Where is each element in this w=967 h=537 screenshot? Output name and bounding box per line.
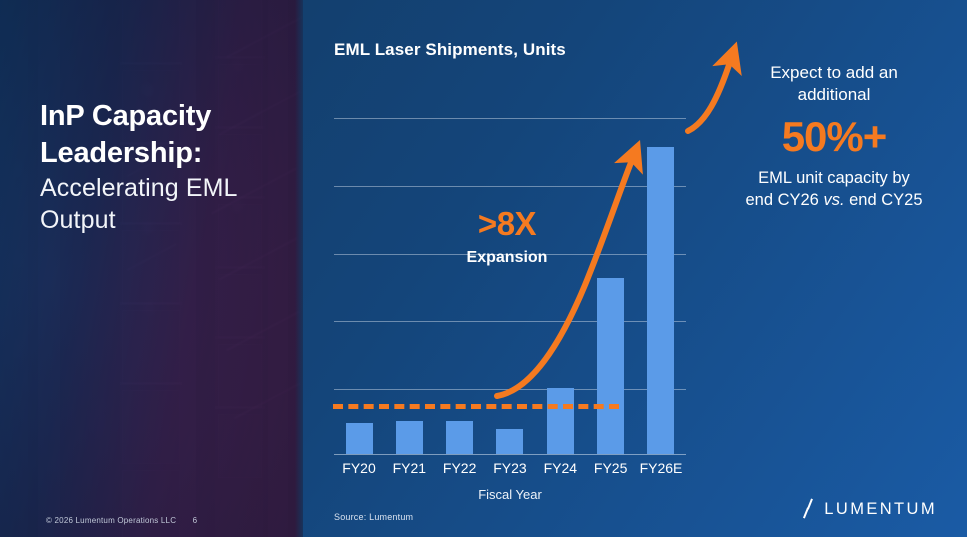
bar-slot <box>636 110 686 454</box>
bar-fy23 <box>496 429 524 454</box>
page-title: InP Capacity Leadership: Accelerating EM… <box>40 98 290 237</box>
copyright-notice: © 2026 Lumentum Operations LLC 6 <box>46 516 197 525</box>
photo-vignette <box>0 0 303 537</box>
bar-fy25 <box>597 278 625 454</box>
bar-slot <box>586 110 636 454</box>
expansion-value: >8X <box>477 205 537 242</box>
x-label-fy20: FY20 <box>342 460 376 476</box>
callout-highlight: 50%+ <box>781 112 888 160</box>
x-label-fy23: FY23 <box>493 460 527 476</box>
callout-line-4-b: end CY25 <box>844 190 923 209</box>
callout-line-4: end CY26 vs. end CY25 <box>708 190 960 212</box>
title-bold-line-2: Leadership: <box>40 136 203 169</box>
callout-line-4-a: end CY26 <box>745 190 824 209</box>
lumentum-logo: LUMENTUM <box>803 498 937 519</box>
copyright-text: © 2026 Lumentum Operations LLC <box>46 516 177 525</box>
dashed-baseline-annotation <box>333 404 619 409</box>
x-label-fy22: FY22 <box>442 460 477 476</box>
page-number: 6 <box>192 516 198 525</box>
chart-title: EML Laser Shipments, Units <box>334 40 566 59</box>
bar-slot <box>334 110 384 454</box>
callout-line-1: Expect to add an <box>770 63 898 82</box>
bar-fy21 <box>395 421 423 454</box>
bar-slot <box>485 110 535 454</box>
left-image-panel <box>0 0 303 537</box>
gridline <box>334 118 686 119</box>
expansion-label: Expansion <box>466 249 548 266</box>
capacity-callout: Expect to add an additional 50%+ EML uni… <box>708 62 960 212</box>
source-note: Source: Lumentum <box>334 512 414 522</box>
lumentum-slash-icon <box>803 498 819 519</box>
x-axis-labels: FY20 FY21 FY22 FY23 FY24 FY25 FY26E <box>334 460 686 476</box>
callout-line-2: additional <box>797 84 871 104</box>
title-bold-line-1: InP Capacity <box>40 100 212 132</box>
photo-edge-fade <box>295 0 303 537</box>
title-light-line-2: Output <box>40 206 116 235</box>
x-label-fy25: FY25 <box>593 460 628 476</box>
x-axis-line <box>334 453 686 455</box>
expansion-annotation: >8X Expansion <box>417 207 597 267</box>
callout-line-4-emphasis: vs. <box>823 190 845 209</box>
x-axis-title: Fiscal Year <box>478 487 542 502</box>
callout-line-3: EML unit capacity by <box>758 168 910 187</box>
bar-slot <box>384 110 434 454</box>
bar-fy26e <box>647 147 675 454</box>
bar-fy24 <box>546 388 574 454</box>
x-label-fy21: FY21 <box>392 460 427 476</box>
bar-series <box>334 110 686 454</box>
x-label-fy24: FY24 <box>543 460 578 476</box>
bar-slot <box>535 110 585 454</box>
bar-slot <box>435 110 485 454</box>
bar-fy22 <box>446 421 474 454</box>
bar-fy20 <box>345 423 373 454</box>
x-label-fy26e: FY26E <box>639 460 683 476</box>
lumentum-logo-text: LUMENTUM <box>824 499 937 518</box>
title-light-line-1: Accelerating EML <box>40 173 238 202</box>
